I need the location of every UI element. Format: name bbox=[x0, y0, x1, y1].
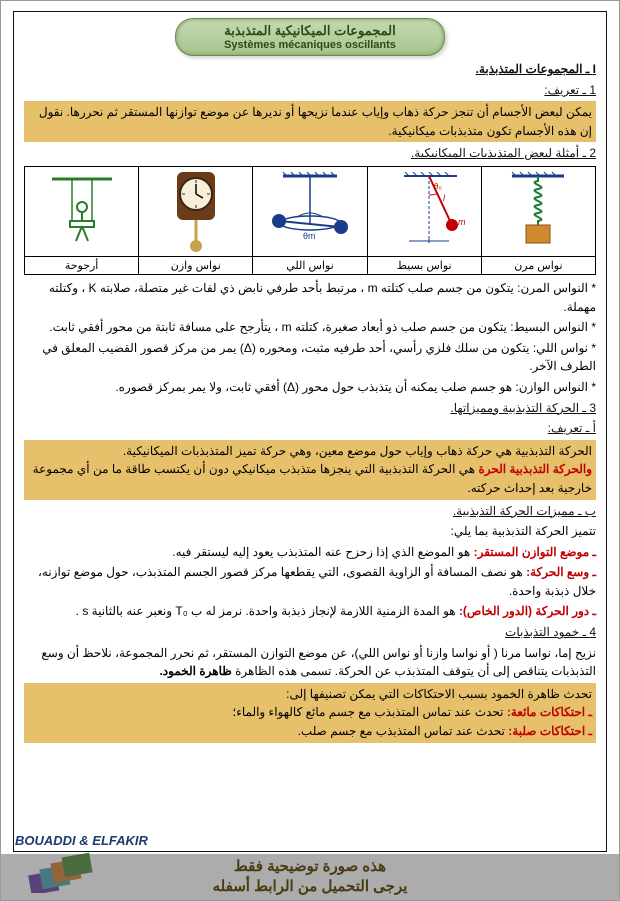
cell-torsion: θm bbox=[253, 166, 367, 256]
cap-simple: نواس بسيط bbox=[367, 256, 481, 274]
author-credit: BOUADDI & ELFAKIR bbox=[15, 833, 148, 848]
desc-clock: * النواس الوازن: هو جسم صلب يمكنه أن يتذ… bbox=[24, 378, 596, 397]
overlay-line2: يرجى التحميل من الرابط أسفله bbox=[1, 877, 619, 897]
s3-a-red: والحركة التذبذبية الحرة bbox=[478, 462, 592, 476]
cap-clock: نواس وازن bbox=[139, 256, 253, 274]
s3-title: 3 ـ الحركة التذبذبية ومميزاتها. bbox=[24, 399, 596, 418]
desc-torsion: * نواس اللي: يتكون من سلك فلزي رأسي، أحد… bbox=[24, 339, 596, 376]
f2-text: تحدث عند تماس المتذبذب مع جسم صلب. bbox=[298, 724, 505, 738]
cell-swing bbox=[25, 166, 139, 256]
m2-text: هو نصف المسافة أو الزاوية القصوى، التي ي… bbox=[38, 565, 596, 598]
s4-p1b: ظاهرة الخمود. bbox=[159, 664, 231, 678]
s4-block: تحدث ظاهرة الخمود بسبب الاحتكاكات التي ي… bbox=[24, 683, 596, 743]
f2-label: ـ احتكاكات صلبة: bbox=[508, 724, 592, 738]
overlay-line1: هذه صورة توضيحية فقط bbox=[1, 857, 619, 877]
f1-text: تحدث عند تماس المتذبذب مع جسم مائع كالهو… bbox=[232, 705, 503, 719]
header-pill: المجموعات الميكانيكية المتذبذبة Systèmes… bbox=[175, 18, 445, 56]
footer: هذه صورة توضيحية فقط يرجى التحميل من الر… bbox=[1, 852, 619, 900]
m3-label: ـ دور الحركة (الدور الخاص): bbox=[459, 604, 596, 618]
cell-simple: θ₀ l m bbox=[367, 166, 481, 256]
s3-a-label: أ ـ تعريف: bbox=[24, 419, 596, 438]
s3-b-label: ب ـ مميزات الحركة التذبذبية. bbox=[24, 502, 596, 521]
def-label: 1 ـ تعريف: bbox=[24, 81, 596, 100]
svg-text:θm: θm bbox=[303, 231, 316, 241]
definition-block: يمكن لبعض الأجسام أن تنجز حركة ذهاب وإيا… bbox=[24, 101, 596, 142]
section1-title: I ـ المجموعات المتذبذبة. bbox=[24, 60, 596, 79]
f1-label: ـ احتكاكات مائعة: bbox=[507, 705, 592, 719]
cap-torsion: نواس اللي bbox=[253, 256, 367, 274]
svg-text:l: l bbox=[443, 193, 446, 203]
s4-p1a: نزيح إما، نواسا مرنا ( أو نواسا وازنا أو… bbox=[41, 646, 596, 679]
s4-title: 4 ـ خمود التذبذبات bbox=[24, 623, 596, 642]
svg-text:m: m bbox=[458, 217, 466, 227]
title-fr: Systèmes mécaniques oscillants bbox=[186, 39, 434, 51]
cell-clock bbox=[139, 166, 253, 256]
desc-simple: * النواس البسيط: يتكون من جسم صلب ذو أبع… bbox=[24, 318, 596, 337]
cap-swing: أرجوحة bbox=[25, 256, 139, 274]
m1-text: هو الموضع الذي إذا زحزح عنه المتذبذب يعو… bbox=[172, 545, 470, 559]
cap-spring: نواس مرن bbox=[481, 256, 595, 274]
examples-label: 2 ـ أمثلة لبعض المتذبذبات الميكانيكية. bbox=[24, 144, 596, 163]
s3-a-text1: الحركة التذبذبية هي حركة ذهاب وإياب حول … bbox=[123, 444, 592, 458]
s3-b-intro: تتميز الحركة التذبذبية بما يلي: bbox=[24, 522, 596, 541]
m1-label: ـ موضع التوازن المستقر: bbox=[474, 545, 596, 559]
m2-label: ـ وسع الحركة: bbox=[526, 565, 596, 579]
def-text: يمكن لبعض الأجسام أن تنجز حركة ذهاب وإيا… bbox=[39, 105, 592, 138]
desc-spring: * النواس المرن: يتكون من جسم صلب كتلته m… bbox=[24, 279, 596, 316]
m3-text: هو المدة الزمنية اللازمة لإنجاز ذبذبة وا… bbox=[76, 604, 456, 618]
examples-table: θm θ₀ bbox=[24, 166, 596, 275]
title-ar: المجموعات الميكانيكية المتذبذبة bbox=[224, 23, 396, 38]
svg-text:θ₀: θ₀ bbox=[434, 182, 442, 191]
overlay-text: هذه صورة توضيحية فقط يرجى التحميل من الر… bbox=[1, 854, 619, 900]
s4-p2: تحدث ظاهرة الخمود بسبب الاحتكاكات التي ي… bbox=[286, 687, 592, 701]
s3-a-block: الحركة التذبذبية هي حركة ذهاب وإياب حول … bbox=[24, 440, 596, 500]
cell-spring bbox=[481, 166, 595, 256]
